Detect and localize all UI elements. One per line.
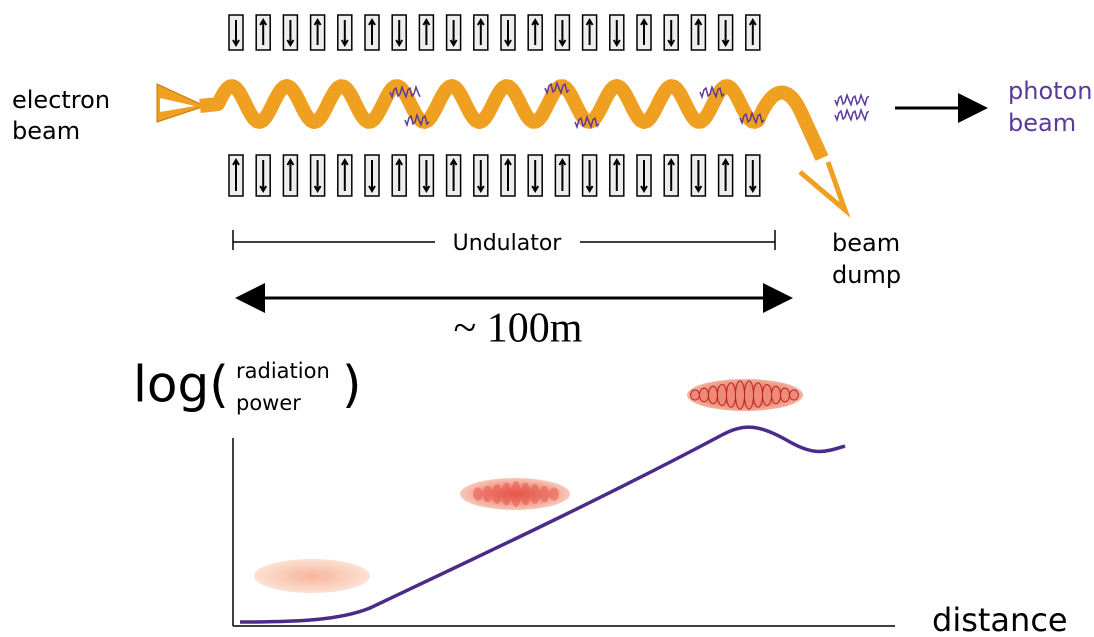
microbunch — [482, 485, 493, 503]
label: beam — [832, 229, 900, 257]
magnet-arrow — [232, 20, 240, 47]
magnet-arrow — [531, 160, 540, 193]
axis-label: radiation — [236, 359, 330, 383]
magnet-arrow — [531, 18, 540, 45]
axis-label: power — [236, 391, 301, 415]
magnet-arrow — [694, 160, 703, 193]
magnet-arrow — [313, 160, 322, 193]
axis-label: distance — [932, 601, 1068, 637]
magnet-arrow — [612, 20, 621, 47]
magnet-arrow — [313, 18, 322, 45]
label: photon — [1008, 77, 1092, 105]
magnet-arrow — [721, 158, 730, 191]
electron-gun-inner — [160, 98, 195, 112]
microbunch — [520, 482, 531, 506]
microbunch — [780, 387, 790, 403]
microbunch — [492, 484, 502, 504]
microbunch — [530, 484, 540, 504]
microbunch — [539, 485, 550, 503]
bunch — [460, 478, 570, 510]
label: beam — [12, 117, 80, 145]
label: dump — [832, 261, 901, 289]
magnet-arrow — [286, 20, 295, 47]
magnet-arrow — [368, 18, 376, 45]
length-label: ~ 100m — [454, 306, 583, 352]
microbunch — [762, 384, 772, 406]
magnet-arrow — [476, 18, 485, 45]
microbunch — [708, 385, 718, 405]
photon — [834, 107, 870, 123]
electron-trajectory — [199, 79, 829, 161]
bunch — [687, 379, 803, 411]
magnet-arrow — [748, 18, 757, 45]
photon — [699, 84, 725, 100]
magnet-arrow — [368, 160, 376, 193]
magnet-arrow — [504, 158, 512, 191]
photon — [834, 92, 870, 108]
magnet-arrow — [585, 18, 594, 45]
microbunch — [735, 380, 745, 410]
magnet-arrow — [667, 158, 676, 191]
magnet-arrow — [558, 20, 567, 47]
microbunch — [511, 481, 521, 507]
magnet-arrow — [721, 20, 730, 47]
magnet-arrow — [640, 18, 648, 45]
magnet-arrow — [694, 18, 703, 45]
magnet-arrow — [422, 18, 431, 45]
magnet-arrow — [449, 20, 458, 47]
photon — [404, 112, 430, 128]
magnet-arrow — [395, 20, 404, 47]
axis-label: ) — [342, 356, 362, 414]
microbunch — [771, 385, 781, 405]
microbunch — [549, 487, 559, 501]
magnet-arrow — [232, 158, 240, 191]
magnet-arrow — [259, 160, 268, 193]
label: beam — [1008, 109, 1076, 137]
magnet-arrow — [449, 158, 458, 191]
photon — [544, 80, 570, 96]
magnet-arrow — [395, 158, 404, 191]
magnet-arrow — [748, 160, 757, 193]
microbunch — [699, 387, 709, 403]
photon-packets — [389, 80, 870, 130]
undulator-bracket — [232, 230, 776, 250]
microbunch — [690, 389, 700, 401]
microbunch — [501, 482, 512, 506]
magnet-arrow — [640, 160, 648, 193]
label: electron — [12, 86, 110, 114]
microbunch — [744, 380, 754, 410]
magnet-arrow — [667, 20, 676, 47]
beam-dump-path — [798, 161, 851, 218]
bunch — [254, 559, 370, 593]
magnet-arrow — [612, 158, 621, 191]
magnet-arrow — [340, 158, 349, 191]
axis-label: log( — [133, 356, 229, 414]
magnet-arrow — [504, 20, 512, 47]
microbunch — [753, 382, 763, 408]
magnet-arrow — [476, 160, 485, 193]
microbunch — [726, 382, 736, 408]
power-curve — [239, 425, 846, 624]
photon — [739, 110, 765, 126]
magnets — [228, 14, 761, 197]
magnet-arrow — [340, 20, 349, 47]
magnet-arrow — [259, 18, 268, 45]
magnet-arrow — [286, 158, 295, 191]
magnet-arrow — [558, 158, 567, 191]
photon — [389, 84, 421, 100]
microbunch — [473, 487, 483, 501]
magnet-arrow — [422, 160, 431, 193]
photon — [574, 114, 600, 130]
magnet-arrow — [585, 160, 594, 193]
label: Undulator — [453, 231, 563, 256]
microbunch — [717, 384, 727, 406]
microbunch — [789, 389, 799, 401]
